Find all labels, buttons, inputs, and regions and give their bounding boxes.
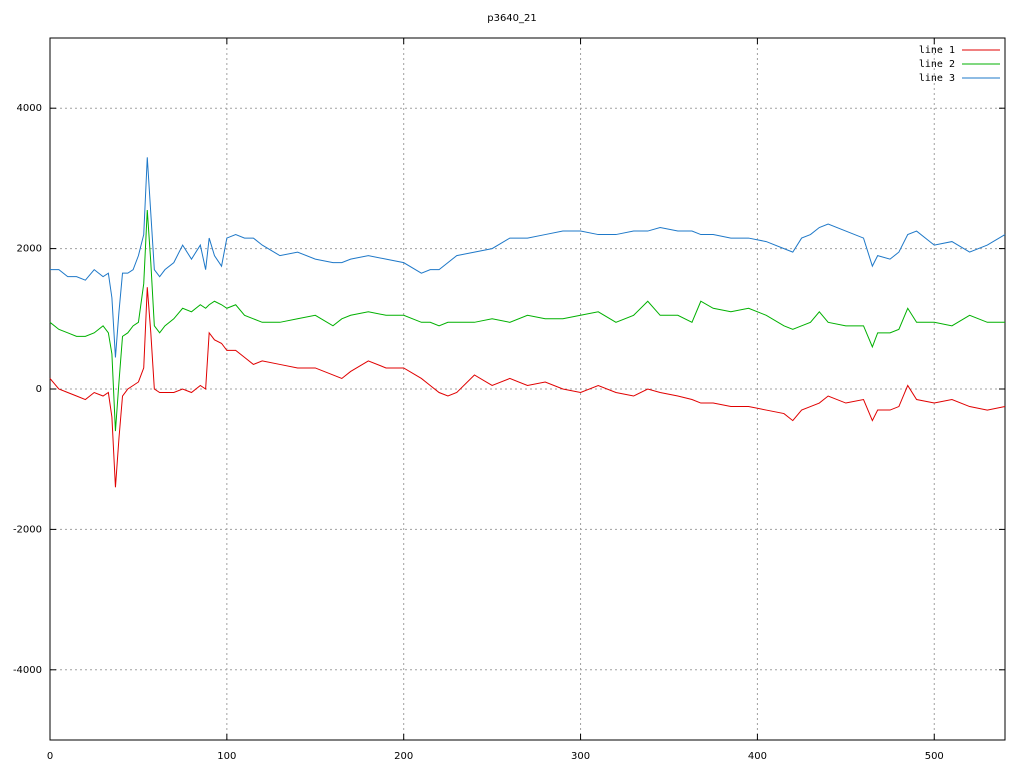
series-line <box>49 209 1005 432</box>
x-tick-label: 500 <box>925 751 944 762</box>
y-tick-label: 4000 <box>17 103 42 114</box>
x-tick-label: 0 <box>47 751 53 762</box>
y-tick-label: 0 <box>36 384 42 395</box>
legend-label: line 1 <box>919 45 955 56</box>
x-tick-label: 300 <box>571 751 590 762</box>
series-line <box>50 157 1006 358</box>
x-tick-label: 200 <box>394 751 413 762</box>
legend-label: line 2 <box>919 59 955 70</box>
chart-title: p3640_21 <box>487 13 537 24</box>
y-tick-label: 2000 <box>17 244 42 255</box>
x-tick-label: 100 <box>217 751 236 762</box>
y-tick-label: -2000 <box>13 524 42 535</box>
x-tick-label: 400 <box>748 751 767 762</box>
legend-label: line 3 <box>919 73 955 84</box>
series-line <box>49 287 1006 488</box>
plot-border <box>49 37 1006 741</box>
y-tick-label: -4000 <box>13 665 42 676</box>
